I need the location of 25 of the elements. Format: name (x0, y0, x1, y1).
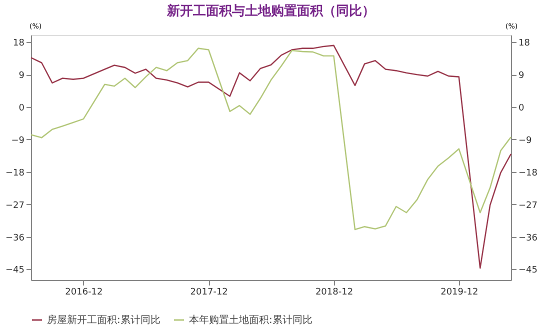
line-series (30, 48, 512, 230)
chart-title: 新开工面积与土地购置面积（同比） (166, 3, 375, 19)
y-tick-label: −36 (6, 233, 25, 244)
y2-tick-label: −45 (518, 266, 538, 276)
y-tick-label: 9 (18, 71, 25, 82)
y-tick-label: −27 (6, 200, 24, 211)
y-tick-label: −18 (6, 168, 25, 178)
y2-tick-label: 9 (518, 71, 524, 82)
y-tick-label: 0 (18, 104, 25, 114)
x-tick-label: 2017-12 (190, 288, 228, 298)
y2-tick-label: 18 (518, 38, 530, 49)
y2-tick-label: −36 (518, 233, 538, 244)
y2-tick-label: −18 (518, 168, 538, 178)
y2-tick-label: −9 (518, 136, 532, 146)
legend-label: 房屋新开工面积:累计同比 (47, 314, 160, 326)
y2-tick-label: 0 (518, 104, 524, 114)
line-series (30, 44, 512, 269)
legend-label: 本年购置土地面积:累计同比 (189, 314, 312, 326)
x-tick-label: 2016-12 (65, 288, 103, 298)
x-tick-label: 2019-12 (440, 288, 478, 298)
y-tick-label: −45 (6, 266, 24, 276)
y-tick-label: −9 (11, 136, 25, 146)
y2-tick-label: −27 (518, 200, 538, 211)
y-tick-label: 18 (13, 38, 25, 49)
x-tick-label: 2018-12 (315, 288, 354, 298)
